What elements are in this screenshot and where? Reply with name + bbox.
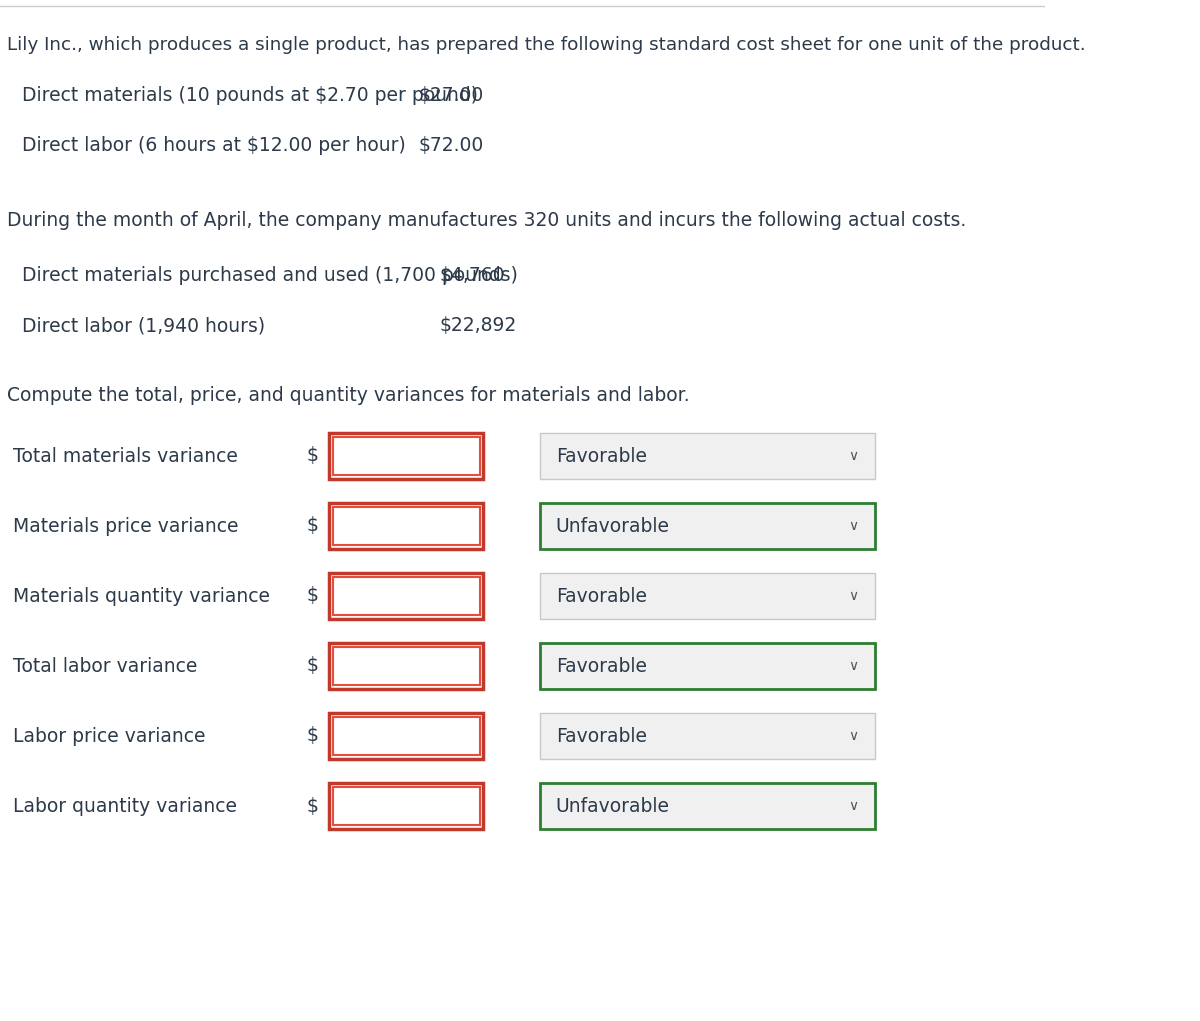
FancyBboxPatch shape [329, 643, 484, 689]
FancyBboxPatch shape [329, 503, 484, 549]
Text: ∨: ∨ [848, 799, 859, 813]
FancyBboxPatch shape [332, 577, 480, 615]
Text: Favorable: Favorable [556, 586, 647, 605]
Text: $72.00: $72.00 [418, 136, 484, 155]
Text: $27.00: $27.00 [418, 86, 484, 105]
Text: Total labor variance: Total labor variance [13, 657, 198, 676]
FancyBboxPatch shape [329, 713, 484, 759]
FancyBboxPatch shape [329, 573, 484, 619]
Text: During the month of April, the company manufactures 320 units and incurs the fol: During the month of April, the company m… [7, 211, 966, 230]
Text: $: $ [306, 657, 318, 676]
FancyBboxPatch shape [329, 783, 484, 829]
Text: ∨: ∨ [848, 729, 859, 743]
FancyBboxPatch shape [332, 647, 480, 685]
FancyBboxPatch shape [540, 713, 875, 759]
Text: ∨: ∨ [848, 659, 859, 673]
Text: Materials quantity variance: Materials quantity variance [13, 586, 270, 605]
Text: $4,760: $4,760 [440, 266, 505, 285]
Text: Total materials variance: Total materials variance [13, 446, 238, 466]
FancyBboxPatch shape [332, 437, 480, 475]
Text: ∨: ∨ [848, 449, 859, 463]
Text: $: $ [306, 586, 318, 605]
FancyBboxPatch shape [332, 507, 480, 545]
Text: Favorable: Favorable [556, 446, 647, 466]
Text: Direct materials (10 pounds at $2.70 per pound): Direct materials (10 pounds at $2.70 per… [22, 86, 478, 105]
Text: Unfavorable: Unfavorable [556, 517, 670, 535]
Text: Materials price variance: Materials price variance [13, 517, 239, 535]
Text: Direct materials purchased and used (1,700 pounds): Direct materials purchased and used (1,7… [22, 266, 517, 285]
Text: $22,892: $22,892 [440, 317, 517, 335]
Text: Favorable: Favorable [556, 657, 647, 676]
FancyBboxPatch shape [329, 433, 484, 479]
Text: $: $ [306, 727, 318, 745]
Text: Direct labor (1,940 hours): Direct labor (1,940 hours) [22, 317, 265, 335]
FancyBboxPatch shape [540, 643, 875, 689]
Text: Labor price variance: Labor price variance [13, 727, 205, 745]
FancyBboxPatch shape [332, 787, 480, 825]
Text: $: $ [306, 517, 318, 535]
Text: ∨: ∨ [848, 519, 859, 533]
FancyBboxPatch shape [540, 573, 875, 619]
FancyBboxPatch shape [540, 783, 875, 829]
FancyBboxPatch shape [540, 433, 875, 479]
Text: $: $ [306, 446, 318, 466]
Text: Compute the total, price, and quantity variances for materials and labor.: Compute the total, price, and quantity v… [7, 386, 690, 405]
Text: Lily Inc., which produces a single product, has prepared the following standard : Lily Inc., which produces a single produ… [7, 36, 1086, 54]
Text: Direct labor (6 hours at $12.00 per hour): Direct labor (6 hours at $12.00 per hour… [22, 136, 406, 155]
Text: ∨: ∨ [848, 589, 859, 603]
Text: $: $ [306, 796, 318, 816]
Text: Unfavorable: Unfavorable [556, 796, 670, 816]
Text: Labor quantity variance: Labor quantity variance [13, 796, 238, 816]
FancyBboxPatch shape [540, 503, 875, 549]
FancyBboxPatch shape [332, 717, 480, 755]
Text: Favorable: Favorable [556, 727, 647, 745]
